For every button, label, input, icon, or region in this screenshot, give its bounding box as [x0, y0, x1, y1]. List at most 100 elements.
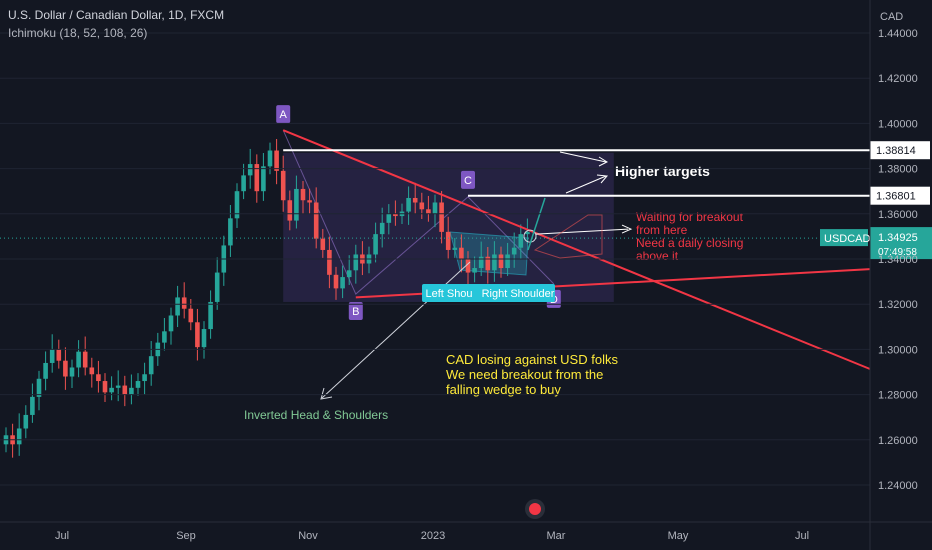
x-tick-label: Mar [547, 530, 566, 542]
candle-body [228, 218, 233, 246]
x-tick-label: Nov [298, 530, 318, 542]
candle-body [267, 150, 273, 167]
candle-body [426, 209, 431, 214]
candle-body [300, 188, 306, 201]
candle-body [525, 231, 530, 235]
candle-body [109, 387, 114, 393]
candle-body [505, 254, 510, 269]
candle-body [208, 301, 213, 330]
breakout-note-line[interactable]: from here [636, 223, 688, 237]
y-tick-label: 1.36000 [878, 209, 918, 221]
breakout-note-line[interactable]: Waiting for breakout [636, 210, 744, 224]
candle-body [188, 308, 194, 323]
candle-body [102, 381, 108, 393]
point-label-text: C [464, 175, 472, 187]
cad-note-line[interactable]: We need breakout from the [446, 367, 603, 382]
symbol-tag-text: USDCAD [824, 233, 871, 245]
breakout-note-line[interactable]: Need a daily closing [636, 236, 743, 250]
candle-body [346, 270, 352, 278]
candle-body [419, 202, 425, 210]
currency-label: CAD [880, 11, 903, 23]
candle-body [472, 268, 477, 273]
candle-body [313, 202, 319, 239]
candle-body [485, 256, 491, 271]
target-arrow-head [596, 174, 609, 184]
wedge-upper-trendline[interactable] [282, 129, 871, 370]
x-tick-label: 2023 [421, 530, 445, 542]
symbol-tag[interactable] [820, 229, 868, 247]
hs-label[interactable] [481, 284, 555, 302]
y-tick-label: 1.44000 [878, 28, 918, 40]
candle-body [254, 164, 260, 192]
candle-body [247, 164, 253, 176]
y-tick-label: 1.30000 [878, 344, 918, 356]
candle-body [465, 259, 471, 273]
point-label-text: A [280, 109, 288, 121]
candle-body [274, 150, 279, 171]
cad-note-line[interactable]: CAD losing against USD folks [446, 352, 618, 367]
y-tick-label: 1.32000 [878, 299, 918, 311]
candle-body [353, 254, 359, 271]
candle-body [234, 191, 240, 219]
candle-body [63, 360, 68, 377]
candle-body [340, 277, 345, 289]
point-label-a[interactable] [276, 105, 291, 124]
candle-body [43, 362, 48, 379]
candle-body [459, 247, 464, 259]
cad-note-line[interactable]: falling wedge to buy [446, 382, 561, 397]
candle-body [49, 349, 55, 363]
breakout-arrow-head [621, 224, 633, 234]
ihs-arrow-head [320, 387, 333, 400]
countdown-text: 07:49:58 [878, 247, 917, 258]
candle-body [142, 374, 147, 382]
candle-body [439, 202, 444, 232]
candle-body [287, 200, 293, 221]
candle-body [492, 254, 497, 271]
drawing-lines[interactable]: 1.38814 1.36801 USDCAD 1.34925 07:49:58 [0, 129, 932, 370]
target-arrow [559, 151, 607, 163]
candle-body [261, 166, 266, 192]
candle-body [82, 351, 88, 368]
candle-body [129, 387, 134, 395]
y-tick-label: 1.26000 [878, 435, 918, 447]
ihs-label-text[interactable]: Inverted Head & Shoulders [244, 408, 388, 422]
pattern-layer [282, 129, 614, 302]
breakout-note-line[interactable]: above it [636, 249, 679, 263]
indicator-legend[interactable]: Ichimoku (18, 52, 108, 26) [8, 26, 148, 40]
candle-body [373, 234, 378, 255]
chart-header: U.S. Dollar / Canadian Dollar, 1D, FXCM … [8, 8, 224, 40]
y-tick-label: 1.24000 [878, 480, 918, 492]
x-tick-label: Jul [795, 530, 809, 542]
hs-label[interactable] [422, 284, 476, 302]
y-tick-label: 1.34000 [878, 254, 918, 266]
candle-body [16, 428, 22, 445]
candle-body [307, 200, 312, 203]
higher-targets-text[interactable]: Higher targets [615, 163, 710, 179]
price-level-tag-text: 1.36801 [876, 191, 916, 203]
point-label-c[interactable] [461, 170, 475, 189]
candle-body [162, 331, 167, 343]
candle-body [36, 378, 42, 397]
price-level-tag [870, 186, 930, 205]
breakout-arrow [535, 228, 629, 235]
candle-body [327, 249, 332, 275]
symbol-title[interactable]: U.S. Dollar / Canadian Dollar, 1D, FXCM [8, 8, 225, 22]
price-level-tag-text: 1.38814 [876, 145, 916, 157]
candle-body [76, 351, 81, 368]
candle-body [135, 381, 141, 388]
candle-body [148, 356, 154, 375]
candle-body [406, 197, 411, 212]
candle-body [452, 247, 458, 250]
candle-body [412, 197, 418, 203]
candle-body [333, 274, 339, 289]
abcd-pattern-line[interactable] [282, 129, 555, 295]
candle-body [181, 297, 187, 309]
candle-body [386, 213, 392, 223]
candle-body [393, 213, 398, 217]
hs-label-text: Left Shou [425, 288, 472, 300]
x-tick-label: Jul [55, 530, 69, 542]
current-price-tag [870, 227, 932, 260]
point-label-b[interactable] [348, 302, 363, 321]
